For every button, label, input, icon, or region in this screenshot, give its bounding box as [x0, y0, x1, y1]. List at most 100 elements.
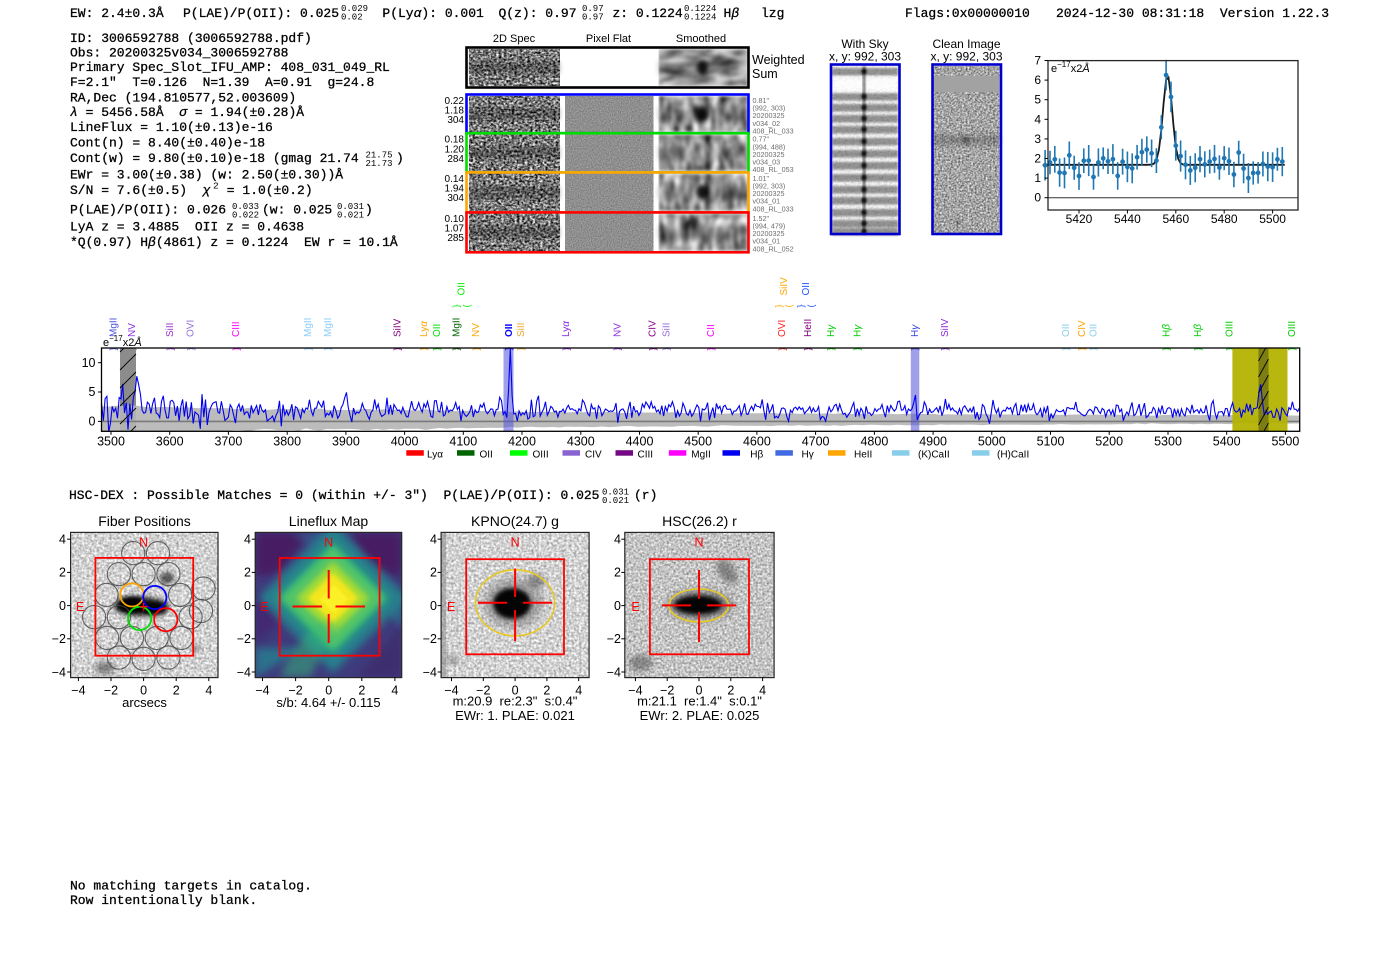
- svg-text:3: 3: [1034, 132, 1041, 146]
- svg-text:MgII: MgII: [108, 318, 119, 337]
- svg-text:21.73: 21.73: [366, 159, 393, 169]
- svg-text:0.1224: 0.1224: [684, 13, 716, 23]
- svg-text:P(LAE)/P(OII): 0.025: P(LAE)/P(OII): 0.025: [183, 6, 339, 21]
- svg-text:v034_01: v034_01: [753, 197, 781, 206]
- svg-text:3600: 3600: [156, 435, 184, 449]
- svg-text:Hγ: Hγ: [910, 324, 921, 337]
- svg-text:(r): (r): [634, 488, 657, 503]
- svg-text:x, y: 992, 303: x, y: 992, 303: [930, 50, 1002, 64]
- svg-text:4600: 4600: [743, 435, 771, 449]
- svg-text:Smoothed: Smoothed: [676, 33, 726, 45]
- svg-text:0.14: 0.14: [445, 174, 465, 185]
- svg-text:−4: −4: [71, 684, 85, 698]
- svg-text:e−17x2Å: e−17x2Å: [1051, 60, 1090, 75]
- svg-text:5440: 5440: [1114, 212, 1141, 226]
- svg-text:−2: −2: [607, 632, 621, 646]
- svg-text:OII: OII: [480, 450, 493, 461]
- svg-text:5460: 5460: [1162, 212, 1189, 226]
- svg-text:}: }: [852, 347, 862, 350]
- svg-text:}: }: [1060, 347, 1070, 350]
- svg-text:−2: −2: [237, 632, 251, 646]
- svg-text:NV: NV: [471, 323, 482, 337]
- svg-text:OII: OII: [801, 282, 812, 295]
- svg-text:−2: −2: [52, 632, 66, 646]
- svg-text:Hβ: Hβ: [750, 450, 763, 461]
- svg-text:0.021: 0.021: [602, 496, 629, 506]
- svg-text:7: 7: [1034, 54, 1041, 68]
- svg-text:−2: −2: [288, 684, 302, 698]
- svg-text:0.22: 0.22: [445, 96, 465, 107]
- svg-text:}: }: [451, 304, 461, 307]
- svg-text:OII: OII: [432, 324, 443, 337]
- svg-text:408_RL_033: 408_RL_033: [753, 204, 794, 213]
- svg-text:}: }: [303, 347, 313, 350]
- svg-text:N: N: [694, 536, 703, 550]
- svg-text:1.94: 1.94: [445, 184, 465, 195]
- svg-text:SiII: SiII: [516, 323, 527, 337]
- svg-text:HSC-DEX : Possible Matches = 0: HSC-DEX : Possible Matches = 0 (within +…: [69, 488, 600, 503]
- svg-text:arcsecs: arcsecs: [122, 695, 167, 710]
- svg-text:E: E: [447, 600, 455, 614]
- svg-text:Primary Spec_Slot_IFU_AMP: 408: Primary Spec_Slot_IFU_AMP: 408_031_049_R…: [70, 60, 390, 75]
- svg-text:2: 2: [543, 684, 550, 698]
- svg-text:s/b: 4.64 +/- 0.115: s/b: 4.64 +/- 0.115: [276, 695, 380, 710]
- svg-text:}: }: [773, 304, 783, 307]
- svg-text:2: 2: [173, 684, 180, 698]
- svg-text:4: 4: [1034, 112, 1041, 126]
- svg-text:20200325: 20200325: [753, 111, 785, 120]
- svg-text:0.031: 0.031: [337, 202, 364, 212]
- svg-text:0: 0: [140, 684, 147, 698]
- svg-text:Sum: Sum: [752, 67, 778, 81]
- svg-text:3800: 3800: [273, 435, 301, 449]
- svg-text:}: }: [1077, 347, 1087, 350]
- svg-text:10: 10: [82, 356, 96, 370]
- svg-text:MgII: MgII: [323, 318, 334, 337]
- svg-text:CIII: CIII: [638, 450, 654, 461]
- svg-text:}: }: [515, 347, 525, 350]
- svg-text:E: E: [76, 600, 84, 614]
- svg-text:4400: 4400: [626, 435, 654, 449]
- svg-text:m:20.9 re:2.3" s:0.4": m:20.9 re:2.3" s:0.4": [453, 694, 578, 709]
- svg-text:4: 4: [430, 533, 437, 547]
- svg-text:284: 284: [447, 154, 464, 165]
- svg-text:HeII: HeII: [803, 319, 814, 337]
- svg-text:MgII: MgII: [452, 318, 463, 337]
- svg-text:−4: −4: [444, 684, 458, 698]
- svg-text:Q(z): 0.97: Q(z): 0.97: [499, 6, 577, 21]
- svg-text:F=2.1" T=0.126 N=1.39 A=0.9: F=2.1" T=0.126 N=1.39 A=0.91 g=24.8: [70, 75, 374, 90]
- svg-text:0: 0: [325, 684, 332, 698]
- svg-text:v034_01: v034_01: [753, 237, 781, 246]
- svg-text:MgII: MgII: [691, 450, 710, 461]
- svg-text:2: 2: [614, 566, 621, 580]
- svg-text:408_RL_033: 408_RL_033: [753, 126, 794, 135]
- svg-text:5: 5: [1034, 93, 1041, 107]
- svg-text:−4: −4: [607, 665, 621, 679]
- svg-text:EWr: 2. PLAE: 0.025: EWr: 2. PLAE: 0.025: [640, 708, 760, 723]
- svg-text:2: 2: [59, 566, 66, 580]
- svg-text:408_RL_052: 408_RL_052: [753, 244, 794, 253]
- svg-text:4300: 4300: [567, 435, 595, 449]
- svg-text:−2: −2: [476, 684, 490, 698]
- svg-text:OII: OII: [1088, 324, 1099, 337]
- svg-text:CIV: CIV: [585, 450, 602, 461]
- svg-text:5000: 5000: [978, 435, 1006, 449]
- svg-text:3500: 3500: [97, 435, 125, 449]
- svg-text:OIII: OIII: [1225, 321, 1236, 337]
- svg-text:}: }: [431, 347, 441, 350]
- svg-text:5200: 5200: [1095, 435, 1123, 449]
- svg-text:Fiber Positions: Fiber Positions: [98, 513, 191, 529]
- svg-text:5400: 5400: [1213, 435, 1241, 449]
- svg-text:4000: 4000: [391, 435, 419, 449]
- svg-text:Hβ: Hβ: [1162, 324, 1173, 337]
- svg-text:5: 5: [89, 385, 96, 399]
- svg-text:(992, 303): (992, 303): [753, 182, 786, 191]
- svg-text:0: 0: [244, 599, 251, 613]
- svg-text:P(Lyα): 0.001: P(Lyα): 0.001: [382, 6, 484, 21]
- svg-text:}: }: [108, 347, 118, 350]
- svg-text:0.97: 0.97: [582, 13, 604, 23]
- svg-text:0: 0: [614, 599, 621, 613]
- svg-text:4: 4: [759, 684, 766, 698]
- svg-text:0: 0: [89, 415, 96, 429]
- svg-text:1.01": 1.01": [753, 174, 770, 183]
- svg-text:Lyα: Lyα: [561, 321, 572, 337]
